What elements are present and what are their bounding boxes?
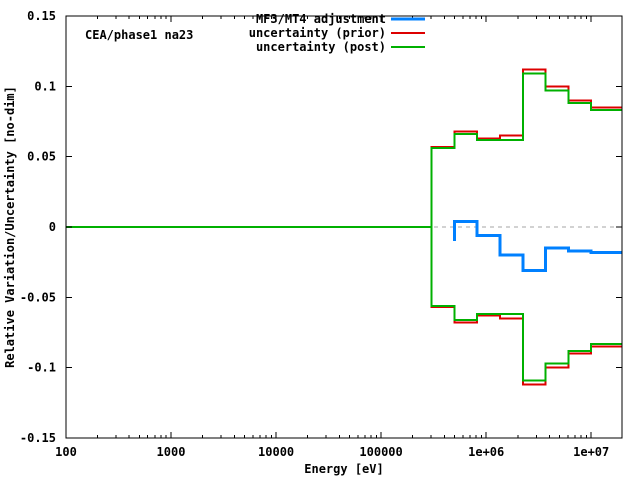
x-tick-label: 10000 <box>258 445 294 459</box>
y-tick-label: -0.05 <box>20 290 56 304</box>
y-tick-label: -0.1 <box>27 361 56 375</box>
y-tick-label: 0 <box>49 220 56 234</box>
x-tick-label: 1e+07 <box>573 445 609 459</box>
series-mf3-mt4-adjustment <box>452 219 622 273</box>
y-tick-label: 0.1 <box>34 79 56 93</box>
legend-label: uncertainty (post) <box>256 40 386 54</box>
y-tick-label: 0.05 <box>27 150 56 164</box>
x-tick-label: 100000 <box>359 445 402 459</box>
x-tick-label: 1e+06 <box>468 445 504 459</box>
x-tick-labels: 100 1000 10000 100000 1e+06 1e+07 <box>55 445 609 459</box>
y-axis-label: Relative Variation/Uncertainty [no-dim] <box>3 86 17 368</box>
plot-annotation: CEA/phase1 na23 <box>85 28 193 42</box>
x-axis-label: Energy [eV] <box>304 462 383 476</box>
x-tick-label: 100 <box>55 445 77 459</box>
y-tick-label: -0.15 <box>20 431 56 445</box>
series-uncertainty-post- <box>66 72 622 382</box>
series-uncertainty-prior- <box>66 68 622 386</box>
legend-label: uncertainty (prior) <box>249 26 386 40</box>
y-tick-labels: 0.15 0.1 0.05 0 -0.05 -0.1 -0.15 <box>20 9 56 445</box>
series-layer <box>66 68 622 386</box>
plot-frame <box>65 15 623 439</box>
legend-label: MF3/MT4 adjustment <box>256 12 386 26</box>
y-tick-label: 0.15 <box>27 9 56 23</box>
x-tick-label: 1000 <box>157 445 186 459</box>
